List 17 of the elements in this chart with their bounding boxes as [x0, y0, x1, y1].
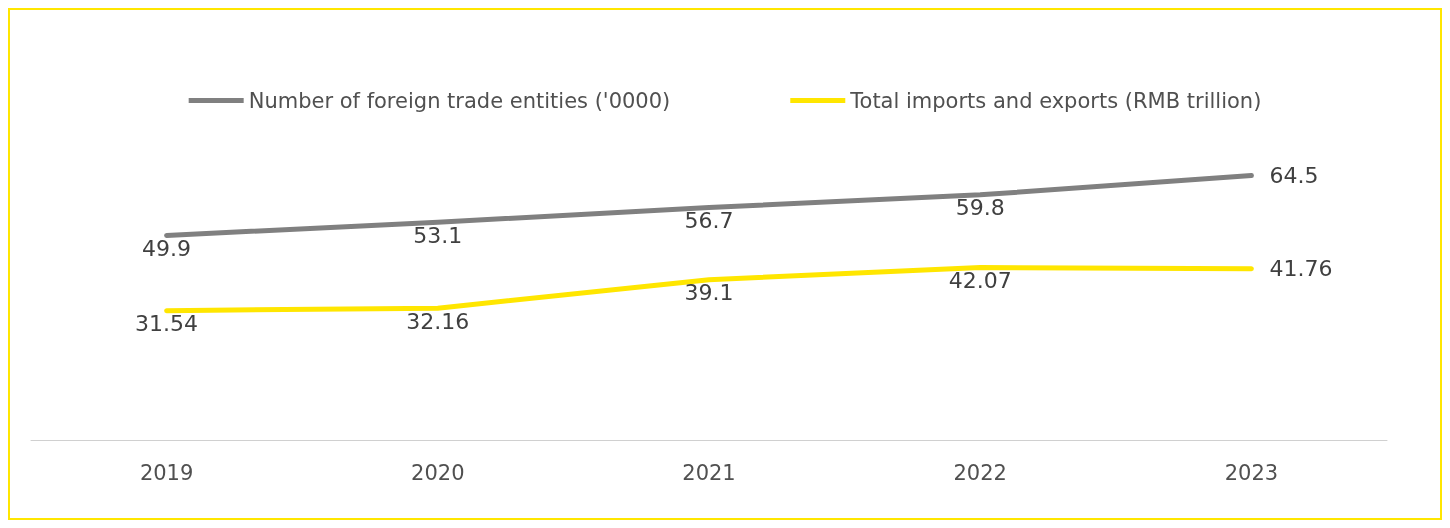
data-label: 39.1: [684, 280, 734, 306]
x-tick-label: 2019: [139, 460, 194, 485]
data-label: 41.76: [1269, 256, 1333, 282]
x-tick-label: 2020: [411, 460, 465, 485]
data-label: 64.5: [1269, 163, 1319, 189]
data-label: 53.1: [413, 222, 463, 248]
legend-label: Number of foreign trade entities ('0000): [248, 88, 671, 113]
x-tick-label: 2023: [1224, 460, 1279, 485]
data-label: 56.7: [684, 208, 734, 234]
x-tick-label: 2022: [953, 460, 1007, 485]
legend-label: Total imports and exports (RMB trillion): [849, 88, 1262, 113]
data-label: 32.16: [406, 308, 470, 334]
x-tick-label: 2021: [682, 460, 736, 485]
data-label: 59.8: [955, 195, 1005, 221]
data-label: 49.9: [142, 235, 192, 261]
data-label: 31.54: [135, 311, 199, 337]
data-label: 42.07: [948, 268, 1012, 294]
